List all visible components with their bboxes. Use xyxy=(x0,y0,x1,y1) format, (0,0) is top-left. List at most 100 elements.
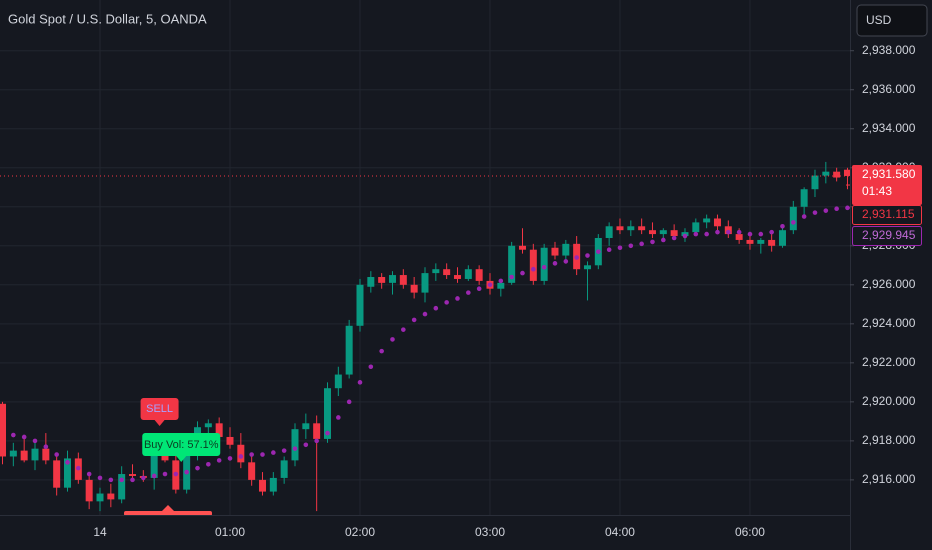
candle-body xyxy=(248,462,256,480)
indicator-dot xyxy=(509,274,514,280)
indicator-dot xyxy=(812,210,818,215)
indicator-dot xyxy=(43,444,49,450)
candle-body xyxy=(432,269,440,274)
candle-body xyxy=(778,230,786,246)
currency-button-label[interactable]: USD xyxy=(866,13,892,27)
candle-body xyxy=(648,230,656,235)
candle-body xyxy=(562,243,570,256)
indicator-dot xyxy=(325,430,330,436)
candle-body xyxy=(96,493,104,502)
indicator-dot xyxy=(617,245,623,251)
price-labels: 2,931.580 01:43 2,931.115 2,929.945 xyxy=(846,164,922,246)
x-tick-label: 02:00 xyxy=(345,525,375,539)
candle-body xyxy=(518,245,526,250)
indicator-dot xyxy=(834,206,839,212)
candle-body xyxy=(226,436,234,445)
candle-body xyxy=(703,218,711,223)
candle-body xyxy=(399,275,407,285)
candle-body xyxy=(583,265,591,270)
candle-body xyxy=(800,189,808,207)
indicator-dot xyxy=(520,270,525,276)
candle-body xyxy=(443,269,451,276)
indicator-dot xyxy=(476,286,482,292)
chart-title: Gold Spot / U.S. Dollar, 5, OANDA xyxy=(8,11,207,26)
currency-button[interactable] xyxy=(856,4,928,37)
indicator-dot xyxy=(574,255,579,260)
y-tick-label: 2,920.000 xyxy=(862,394,916,408)
buy-vol-box xyxy=(142,433,221,456)
y-tick-label: 2,926.000 xyxy=(862,277,916,291)
indicator-dot xyxy=(346,399,352,405)
annotation: SELL xyxy=(146,403,173,415)
x-tick-label: 04:00 xyxy=(605,525,635,539)
indicator-dot xyxy=(54,452,59,457)
candle-body xyxy=(302,423,310,430)
candle-body xyxy=(421,273,429,293)
candle-body xyxy=(746,239,754,244)
candle-body xyxy=(464,269,472,279)
candle-body xyxy=(85,479,93,502)
indicator-dot xyxy=(596,249,601,254)
indicator-dot xyxy=(455,296,460,301)
indicator-dot xyxy=(195,465,200,471)
candle-body xyxy=(659,230,667,235)
x-tick-label: 01:00 xyxy=(215,525,245,539)
indicator-dot xyxy=(216,458,222,463)
candle-body xyxy=(150,452,158,478)
indicator-dot xyxy=(108,477,114,483)
candle-body xyxy=(237,444,245,463)
candle-body xyxy=(356,284,364,326)
candle-body xyxy=(42,448,50,461)
indicator-dot xyxy=(336,415,341,420)
indicator-dot xyxy=(671,235,677,241)
indicator-dot xyxy=(682,233,688,239)
signal-bar xyxy=(124,511,212,516)
candle-body xyxy=(529,249,537,281)
buy-vol-arrow xyxy=(176,456,187,462)
indicator-dot xyxy=(650,239,655,245)
candle-body xyxy=(118,474,126,500)
indicator-dot xyxy=(791,220,796,225)
y-tick-label: 2,934.000 xyxy=(862,121,916,135)
indicator-dot xyxy=(531,266,536,272)
indicator-dot xyxy=(769,229,774,235)
candle-body xyxy=(692,222,700,233)
indicator-dot xyxy=(173,471,179,477)
candle-body xyxy=(53,460,61,488)
indicator-dot xyxy=(801,214,807,219)
candle-body xyxy=(410,284,418,293)
indicator-label: 2,929.945 xyxy=(862,228,916,242)
indicator-dot xyxy=(411,317,417,323)
candle-body xyxy=(713,218,721,227)
last-price-label: 2,931.580 xyxy=(862,167,916,181)
indicator-dot xyxy=(368,364,374,370)
indicator-dot xyxy=(401,327,406,332)
indicator-dot xyxy=(379,348,384,354)
indicator-dot xyxy=(32,438,38,444)
indicator-dot xyxy=(303,442,309,448)
candle-body xyxy=(670,230,678,237)
countdown-label: 01:43 xyxy=(862,184,892,198)
indicator-dot xyxy=(606,247,612,252)
candle-body xyxy=(833,171,841,178)
y-tick-label: 2,918.000 xyxy=(862,433,916,447)
x-tick-label: 06:00 xyxy=(735,525,765,539)
indicator-dot xyxy=(693,231,699,237)
indicator-dot xyxy=(119,477,124,483)
plot: SELL Buy Vol: 57.1% xyxy=(0,161,851,516)
indicator-dot xyxy=(151,473,157,479)
last-price-box xyxy=(852,164,922,205)
indicator-dot xyxy=(704,231,709,237)
indicator-dot xyxy=(661,237,666,243)
y-tick-label: 2,924.000 xyxy=(862,316,916,330)
candle-body xyxy=(475,269,483,281)
indicator-dot xyxy=(292,446,298,451)
indicator-dot xyxy=(498,278,504,284)
y-tick-label: 2,936.000 xyxy=(862,82,916,96)
candle-body xyxy=(768,239,776,246)
candle-body xyxy=(215,423,223,437)
candle-body xyxy=(204,423,212,428)
sell-box xyxy=(140,398,179,420)
indicator-dot xyxy=(271,450,276,455)
indicator-dot xyxy=(823,208,829,213)
